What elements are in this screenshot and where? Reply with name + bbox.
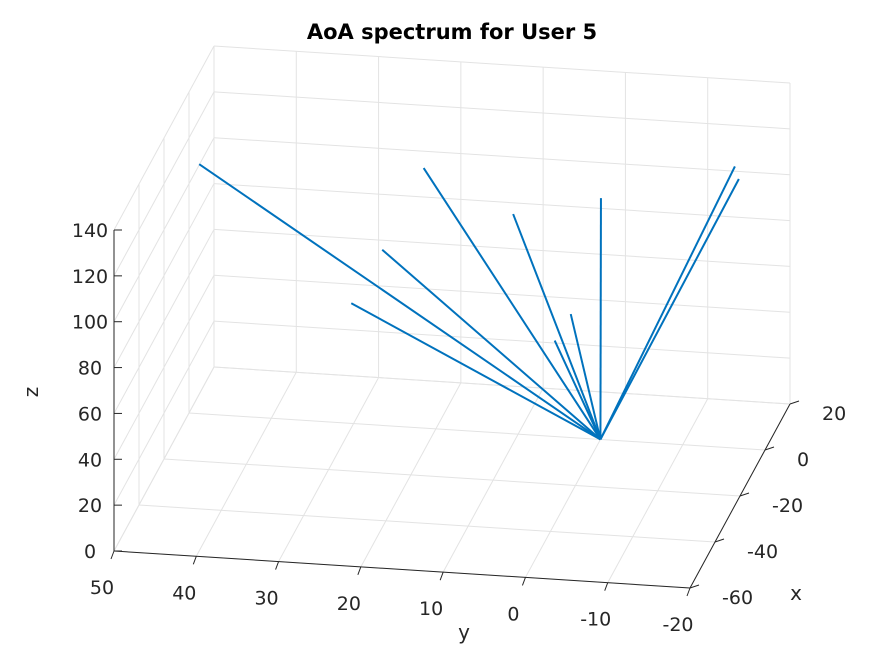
y-tick-label: 50	[90, 577, 114, 599]
y-tick-label: -20	[662, 614, 693, 636]
back-wall-grid-line	[213, 183, 791, 222]
grid-lines	[113, 45, 791, 589]
chart-title: AoA spectrum for User 5	[307, 20, 597, 44]
floor-grid-line	[138, 504, 716, 543]
x-tick-label: 0	[797, 449, 809, 471]
back-wall-grid-line	[213, 91, 791, 130]
x-tick-mark	[739, 492, 750, 497]
x-tick-mark	[789, 400, 800, 405]
x-tick-label: -40	[747, 541, 778, 563]
side-wall-grid-line	[113, 320, 215, 506]
x-tick-mark	[714, 538, 725, 543]
x-tick-label: 20	[822, 403, 846, 425]
side-wall-grid-line	[113, 183, 215, 368]
spectrum-line	[599, 198, 602, 440]
spectrum-line	[422, 167, 602, 440]
z-tick-label: 80	[78, 358, 102, 380]
z-axis-label: z	[19, 387, 43, 398]
y-tick-label: 10	[419, 598, 443, 620]
x-tick-label: -20	[772, 495, 803, 517]
floor-grid-line	[442, 387, 544, 573]
spectrum-line	[599, 178, 740, 440]
x-tick-mark	[689, 584, 700, 589]
y-tick-mark	[604, 582, 609, 591]
y-tick-mark	[110, 550, 115, 560]
y-tick-mark	[275, 561, 280, 570]
y-tick-label: 40	[172, 582, 196, 604]
y-tick-label: 30	[254, 588, 278, 610]
z-tick-label: 140	[72, 220, 108, 242]
x-tick-mark	[764, 446, 775, 451]
back-wall-grid-line	[213, 228, 791, 267]
spectrum-line	[599, 165, 736, 440]
side-wall-grid-line	[113, 91, 215, 277]
y-tick-mark	[686, 587, 691, 597]
x-axis-label: x	[790, 581, 802, 605]
z-tick-label: 60	[78, 403, 102, 425]
side-wall-grid-line	[113, 366, 215, 552]
y-tick-label: 0	[507, 603, 519, 625]
z-tick-label: 100	[72, 312, 108, 334]
y-axis-label: y	[458, 620, 470, 644]
z-tick-label: 20	[78, 495, 102, 517]
spectrum-line	[553, 340, 602, 440]
y-tick-label: 20	[337, 593, 361, 615]
spectrum-line	[381, 248, 602, 441]
y-tick-mark	[521, 577, 526, 586]
x-tick-label: -60	[722, 587, 753, 609]
y-axis-line	[113, 550, 691, 589]
spectrum-line	[350, 302, 601, 441]
back-wall-grid-line	[213, 274, 791, 313]
floor-grid-line	[188, 412, 766, 451]
floor-grid-line	[278, 377, 380, 562]
side-wall-grid-line	[113, 275, 215, 460]
y-tick-label: -10	[580, 609, 611, 631]
spectrum-line	[569, 313, 602, 440]
y-tick-mark	[192, 556, 197, 565]
side-wall-grid-line	[113, 137, 215, 322]
floor-grid-line	[195, 372, 297, 557]
axis-lines	[110, 229, 800, 597]
spectrum-line	[512, 213, 602, 440]
z-tick-label: 0	[84, 541, 96, 563]
side-wall-grid-line	[113, 229, 215, 414]
y-tick-mark	[439, 571, 444, 581]
side-wall-grid-line	[113, 45, 215, 231]
floor-grid-line	[163, 458, 741, 497]
data-lines	[198, 163, 740, 441]
back-wall-grid-line	[213, 45, 791, 84]
z-tick-label: 40	[78, 449, 102, 471]
spectrum-line	[198, 163, 601, 441]
z-tick-label: 120	[72, 266, 108, 288]
floor-grid-line	[360, 382, 462, 568]
back-wall-grid-line	[213, 137, 791, 176]
y-tick-mark	[357, 566, 362, 576]
floor-grid-line	[607, 398, 709, 583]
back-wall-grid-line	[213, 320, 791, 359]
